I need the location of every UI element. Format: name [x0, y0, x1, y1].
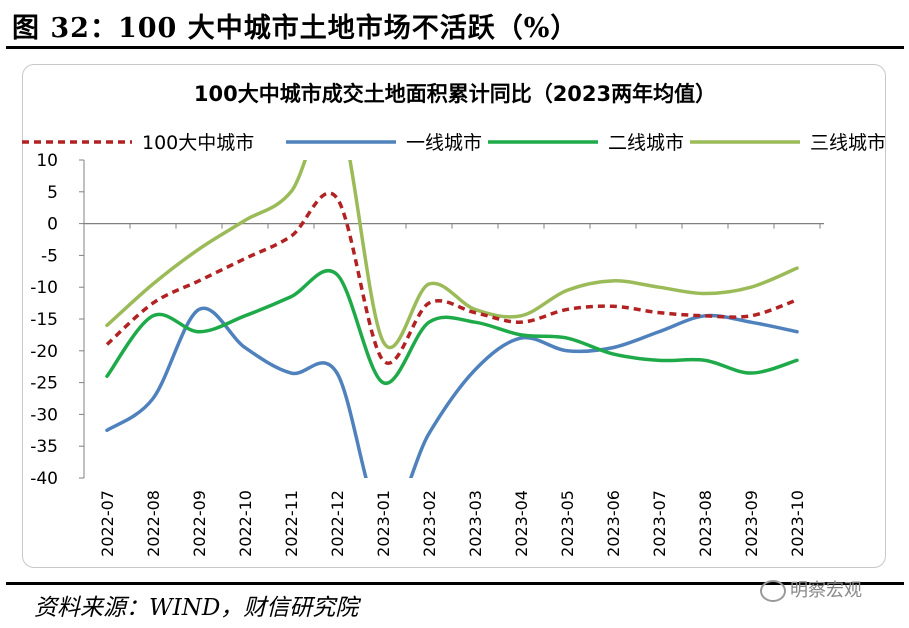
x-tick-label: 2023-05: [558, 490, 577, 557]
legend-label-3: 三线城市: [810, 132, 886, 154]
y-tick-label: 10: [36, 151, 58, 171]
series-line-1: [105, 306, 799, 478]
x-tick-label: 2022-08: [144, 490, 163, 557]
x-tick-label: 2022-11: [282, 490, 301, 557]
y-tick-label: -25: [30, 374, 58, 394]
legend-label-1: 一线城市: [406, 132, 482, 154]
series-line-0: [105, 191, 798, 365]
y-tick-label: -5: [41, 246, 58, 266]
y-tick-label: -20: [30, 342, 58, 362]
y-tick-label: -10: [30, 278, 58, 298]
x-tick-label: 2023-06: [604, 490, 623, 557]
x-tick-label: 2022-12: [328, 490, 347, 557]
y-tick-label: -35: [30, 437, 58, 457]
watermark-text: 明察宏观: [790, 580, 862, 601]
x-tick-label: 2023-03: [466, 490, 485, 557]
x-tick-label: 2023-09: [742, 490, 761, 557]
bottom-rule: [6, 582, 904, 585]
x-tick-label: 2023-07: [650, 490, 669, 557]
y-tick-label: 0: [47, 215, 58, 235]
x-tick-label: 2023-10: [788, 490, 807, 557]
source-note: 资料来源：WIND，财信研究院: [34, 595, 359, 621]
x-tick-label: 2023-04: [512, 490, 531, 557]
chart-title: 100大中城市成交土地面积累计同比（2023两年均值）: [194, 82, 716, 106]
legend-label-0: 100大中城市: [142, 132, 254, 154]
chart-axes: 10 5 0 -5 -10 -15 -20 -25 -30 -35 -40 2022-07 2022-0…: [30, 151, 824, 557]
x-tick-label: 2022-10: [236, 490, 255, 557]
top-rule: [6, 46, 904, 49]
x-tick-label: 2023-01: [374, 490, 393, 557]
wechat-icon: [760, 580, 786, 602]
series-line-2: [105, 268, 799, 385]
x-tick-label: 2023-02: [420, 490, 439, 557]
y-tick-label: -15: [30, 310, 58, 330]
x-tick-label: 2022-07: [98, 490, 117, 557]
x-tick-label: 2022-09: [190, 490, 209, 557]
legend-label-2: 二线城市: [608, 132, 684, 154]
x-tick-label: 2023-08: [696, 490, 715, 557]
series-layer: [105, 160, 799, 478]
watermark: 明察宏观: [760, 576, 862, 602]
series-line-3: [105, 160, 799, 350]
y-tick-label: -40: [30, 469, 58, 489]
figure-title: 图 32：100 大中城市土地市场不活跃（%）: [12, 13, 579, 44]
chart-legend: 100大中城市 一线城市 二线城市 三线城市: [22, 132, 886, 154]
y-tick-label: -30: [30, 405, 58, 425]
y-tick-label: 5: [47, 183, 58, 203]
